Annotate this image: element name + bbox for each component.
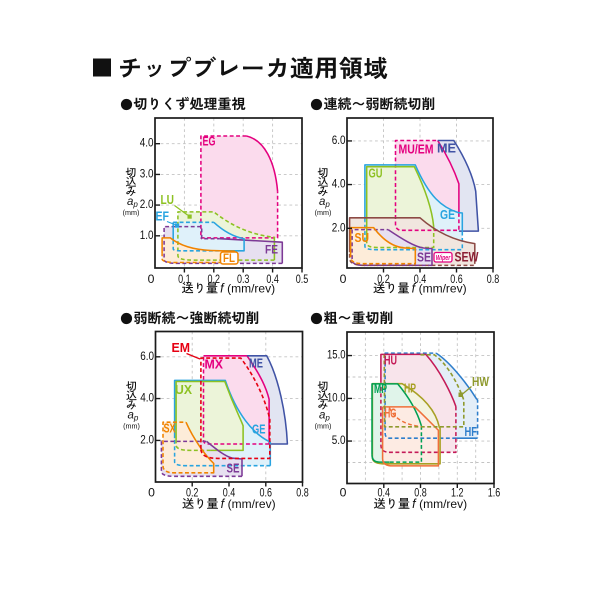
svg-text:ap: ap xyxy=(319,196,330,209)
svg-text:4.0: 4.0 xyxy=(332,177,346,191)
svg-text:0.4: 0.4 xyxy=(378,486,391,500)
svg-text:MP: MP xyxy=(374,382,387,396)
svg-text:ap: ap xyxy=(127,196,138,209)
svg-text:3.0: 3.0 xyxy=(140,166,154,180)
svg-text:0.3: 0.3 xyxy=(237,272,250,286)
svg-text:0.1: 0.1 xyxy=(178,272,191,286)
svg-text:0.8: 0.8 xyxy=(487,272,500,286)
svg-text:HF: HF xyxy=(465,425,478,439)
svg-text:GU: GU xyxy=(369,167,383,181)
svg-text:0: 0 xyxy=(340,272,347,286)
svg-text:SE: SE xyxy=(417,251,431,265)
svg-text:(mm/rev): (mm/rev) xyxy=(227,282,275,296)
svg-text:0.8: 0.8 xyxy=(296,486,309,500)
svg-text:10.0: 10.0 xyxy=(327,390,346,404)
svg-text:(mm/rev): (mm/rev) xyxy=(228,497,276,511)
svg-text:EM: EM xyxy=(172,340,191,355)
svg-text:0.8: 0.8 xyxy=(414,486,427,500)
svg-text:GE: GE xyxy=(440,208,455,222)
svg-text:SEW: SEW xyxy=(455,249,480,265)
svg-text:0.4: 0.4 xyxy=(414,272,427,286)
svg-text:LU: LU xyxy=(161,193,175,207)
svg-text:f: f xyxy=(412,497,417,511)
svg-text:0: 0 xyxy=(340,486,347,500)
svg-text:5.0: 5.0 xyxy=(332,433,346,447)
svg-text:0.5: 0.5 xyxy=(296,272,309,286)
svg-text:(mm): (mm) xyxy=(123,208,140,217)
svg-text:6.0: 6.0 xyxy=(332,133,346,147)
svg-text:(mm/rev): (mm/rev) xyxy=(419,497,467,511)
svg-text:2.0: 2.0 xyxy=(140,197,154,211)
svg-text:1.6: 1.6 xyxy=(488,486,501,500)
svg-text:f: f xyxy=(221,497,226,511)
svg-text:0: 0 xyxy=(148,272,155,286)
svg-text:f: f xyxy=(412,282,417,296)
svg-text:(mm/rev): (mm/rev) xyxy=(419,282,467,296)
svg-text:SE: SE xyxy=(227,462,240,476)
svg-text:15.0: 15.0 xyxy=(327,348,346,362)
svg-text:UX: UX xyxy=(175,383,193,397)
svg-text:HP: HP xyxy=(404,382,416,396)
svg-text:2.0: 2.0 xyxy=(140,432,154,446)
svg-text:1.2: 1.2 xyxy=(451,486,464,500)
svg-text:FL: FL xyxy=(223,253,235,265)
svg-text:4.0: 4.0 xyxy=(140,136,154,150)
svg-text:(mm): (mm) xyxy=(123,422,140,431)
svg-text:HU: HU xyxy=(384,354,397,368)
svg-text:(mm): (mm) xyxy=(315,422,332,431)
svg-text:0.2: 0.2 xyxy=(377,272,390,286)
svg-text:SX: SX xyxy=(164,422,176,436)
svg-text:HG: HG xyxy=(385,407,397,421)
svg-text:ME: ME xyxy=(437,142,456,156)
svg-text:(mm): (mm) xyxy=(315,208,332,217)
svg-text:0.4: 0.4 xyxy=(223,486,236,500)
svg-text:MU/EM: MU/EM xyxy=(399,143,434,157)
svg-text:EF: EF xyxy=(156,210,170,224)
svg-text:0.6: 0.6 xyxy=(450,272,463,286)
svg-text:4.0: 4.0 xyxy=(140,391,154,405)
svg-text:SU: SU xyxy=(355,231,370,245)
svg-text:Wiper: Wiper xyxy=(436,253,451,262)
svg-text:6.0: 6.0 xyxy=(140,349,154,363)
svg-text:MX: MX xyxy=(205,358,224,372)
svg-text:ap: ap xyxy=(128,410,139,423)
svg-text:GE: GE xyxy=(252,423,266,437)
svg-text:ME: ME xyxy=(249,357,263,371)
svg-text:0.2: 0.2 xyxy=(186,486,199,500)
svg-text:0.6: 0.6 xyxy=(260,486,273,500)
svg-text:f: f xyxy=(220,282,225,296)
svg-text:2.0: 2.0 xyxy=(332,220,346,234)
svg-text:ap: ap xyxy=(319,410,330,423)
svg-text:0: 0 xyxy=(148,486,155,500)
svg-text:HW: HW xyxy=(472,375,489,389)
svg-text:EG: EG xyxy=(203,134,216,149)
svg-text:1.0: 1.0 xyxy=(140,228,154,242)
svg-text:0.4: 0.4 xyxy=(266,272,279,286)
svg-text:FE: FE xyxy=(265,243,278,257)
